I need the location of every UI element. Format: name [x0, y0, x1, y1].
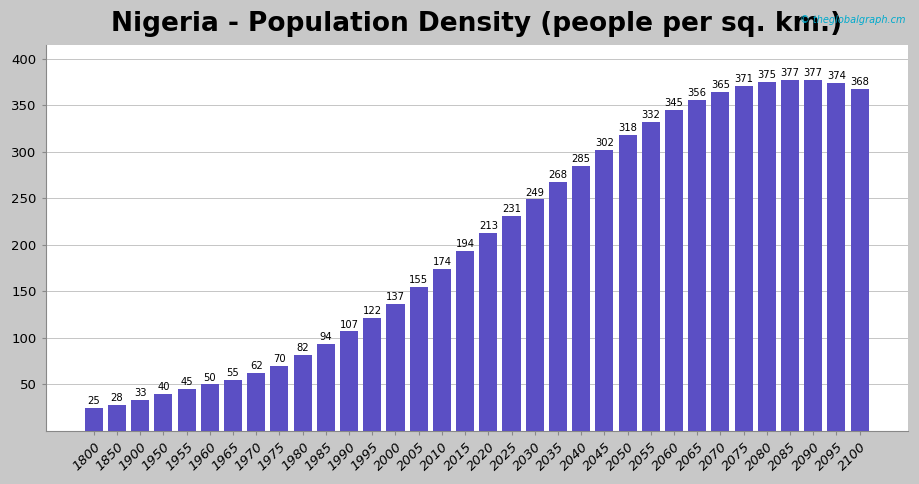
Bar — [317, 344, 335, 431]
Text: 40: 40 — [157, 382, 170, 392]
Bar — [503, 216, 520, 431]
Bar — [781, 80, 799, 431]
Bar — [363, 318, 381, 431]
Bar — [270, 366, 289, 431]
Text: 33: 33 — [134, 389, 146, 398]
Bar — [433, 269, 451, 431]
Text: 82: 82 — [296, 343, 309, 353]
Bar — [851, 89, 868, 431]
Text: 371: 371 — [734, 74, 753, 84]
Text: 249: 249 — [526, 187, 544, 197]
Bar — [549, 182, 567, 431]
Text: 231: 231 — [502, 204, 521, 214]
Text: 345: 345 — [664, 98, 684, 108]
Text: 374: 374 — [827, 71, 845, 81]
Text: 365: 365 — [711, 80, 730, 90]
Text: 45: 45 — [180, 377, 193, 387]
Text: 356: 356 — [687, 88, 707, 98]
Text: 332: 332 — [641, 110, 660, 121]
Bar — [711, 91, 730, 431]
Bar — [456, 251, 474, 431]
Bar — [247, 373, 266, 431]
Text: 107: 107 — [339, 319, 358, 330]
Bar — [386, 303, 404, 431]
Text: © theglobalgraph.cm: © theglobalgraph.cm — [800, 15, 905, 25]
Text: 25: 25 — [87, 396, 100, 406]
Bar — [154, 394, 173, 431]
Bar — [618, 135, 637, 431]
Text: 194: 194 — [456, 239, 474, 249]
Text: 122: 122 — [363, 306, 381, 316]
Text: 94: 94 — [320, 332, 332, 342]
Text: 50: 50 — [203, 373, 216, 383]
Text: 137: 137 — [386, 292, 405, 302]
Bar — [108, 405, 126, 431]
Bar — [573, 166, 590, 431]
Bar — [526, 199, 544, 431]
Bar — [200, 384, 219, 431]
Text: 375: 375 — [757, 70, 777, 80]
Bar — [340, 332, 358, 431]
Bar — [131, 400, 149, 431]
Bar — [827, 83, 845, 431]
Bar — [224, 380, 242, 431]
Bar — [479, 233, 497, 431]
Text: 70: 70 — [273, 354, 286, 364]
Bar — [410, 287, 427, 431]
Bar — [293, 355, 312, 431]
Bar — [688, 100, 706, 431]
Text: 285: 285 — [572, 154, 591, 164]
Text: 213: 213 — [479, 221, 498, 231]
Text: 302: 302 — [595, 138, 614, 148]
Bar — [758, 82, 776, 431]
Bar — [177, 389, 196, 431]
Bar — [596, 150, 613, 431]
Text: 62: 62 — [250, 362, 263, 371]
Text: 155: 155 — [409, 275, 428, 285]
Bar — [85, 408, 103, 431]
Title: Nigeria - Population Density (people per sq. km.): Nigeria - Population Density (people per… — [111, 11, 843, 37]
Text: 377: 377 — [804, 68, 823, 78]
Bar — [641, 122, 660, 431]
Text: 377: 377 — [780, 68, 800, 78]
Text: 55: 55 — [227, 368, 239, 378]
Bar — [665, 110, 683, 431]
Bar — [734, 86, 753, 431]
Text: 28: 28 — [110, 393, 123, 403]
Text: 174: 174 — [432, 257, 451, 267]
Text: 318: 318 — [618, 123, 637, 134]
Text: 268: 268 — [549, 170, 567, 180]
Text: 368: 368 — [850, 77, 869, 87]
Bar — [804, 80, 823, 431]
